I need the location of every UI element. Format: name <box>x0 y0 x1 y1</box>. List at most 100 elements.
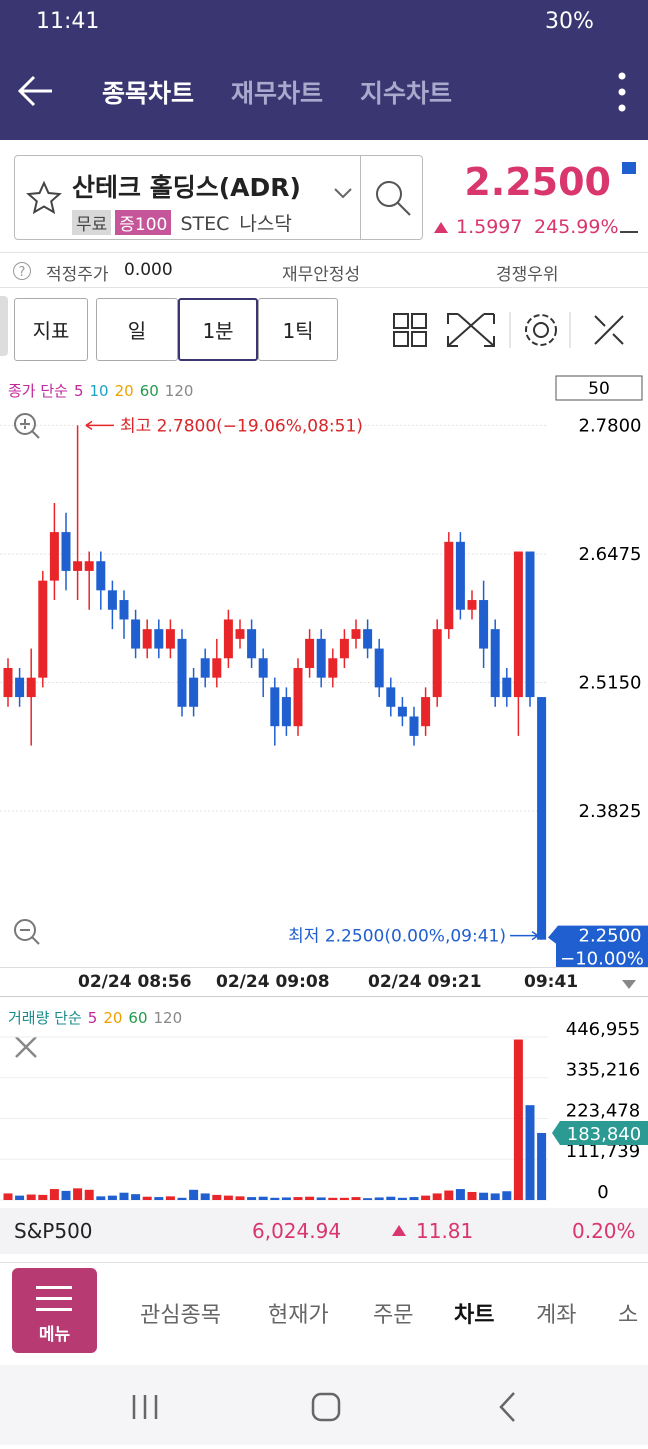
volume-bar <box>432 1193 442 1200</box>
info-item[interactable]: 재무안정성 <box>282 265 361 285</box>
candle-body <box>26 677 36 698</box>
indicator-button[interactable]: 지표 <box>14 298 88 361</box>
fair-price: 0.000 <box>124 260 173 280</box>
header: 종목차트 재무차트 지수차트 <box>0 44 648 140</box>
volume-bar <box>293 1197 303 1200</box>
x-axis: 02/24 08:56 02/24 09:08 02/24 09:21 09:4… <box>0 967 648 997</box>
legend-label: 종가 단순 <box>8 382 68 400</box>
volume-bar <box>490 1193 500 1200</box>
search-button[interactable] <box>373 178 413 218</box>
dropdown-icon <box>334 188 352 199</box>
tab[interactable]: 지수차트 <box>360 79 453 108</box>
candle-body <box>84 561 94 571</box>
volume-bar <box>177 1197 187 1200</box>
nav-item[interactable]: 주문 <box>373 1303 414 1328</box>
volume-bar <box>49 1189 59 1200</box>
candle-body <box>432 629 442 698</box>
volume-bar <box>455 1189 465 1200</box>
legend-period: 10 <box>90 382 109 400</box>
candle-body <box>525 551 535 698</box>
candle-body <box>339 638 349 659</box>
volume-bar <box>107 1195 117 1200</box>
volume-bar <box>467 1191 477 1200</box>
volume-bar <box>26 1194 36 1200</box>
candle-body <box>165 629 175 649</box>
nav-item[interactable]: 소 <box>618 1303 639 1328</box>
volume-bar <box>397 1197 407 1200</box>
fair-price-label: 적정주가 <box>46 265 109 285</box>
volume-bar <box>200 1193 210 1200</box>
candle-body <box>537 697 547 940</box>
volume-bar <box>154 1197 164 1200</box>
y-tick-label: 446,955 <box>566 1019 640 1040</box>
volume-bar <box>258 1196 268 1200</box>
back-button[interactable] <box>16 74 56 108</box>
close-volume[interactable] <box>15 1036 37 1058</box>
legend-period: 120 <box>154 1009 183 1027</box>
candle-body <box>73 561 83 571</box>
legend-period: 60 <box>140 382 159 400</box>
volume-bar <box>119 1192 129 1200</box>
nav-item[interactable]: 현재가 <box>268 1303 329 1328</box>
candle-body <box>247 629 257 659</box>
volume-bar <box>409 1197 419 1200</box>
market: 나스닥 <box>239 213 292 235</box>
tag: 증100 <box>115 210 172 235</box>
candle-body <box>467 600 477 610</box>
candle-body <box>363 629 373 649</box>
last-price-box <box>548 925 648 967</box>
low-arrow <box>510 931 539 941</box>
high-arrow <box>85 420 114 430</box>
index-change: 11.81 <box>416 1219 474 1243</box>
nav-item[interactable]: 차트 <box>454 1303 495 1328</box>
volume-bar <box>223 1195 233 1200</box>
nav-item[interactable]: 관심종목 <box>140 1303 221 1328</box>
candle-body <box>258 658 268 678</box>
bottom-nav: 메뉴 관심종목 현재가 주문 차트 계좌 소 <box>0 1262 648 1364</box>
candle-body <box>235 629 245 639</box>
period-button[interactable]: 1틱 <box>258 298 338 361</box>
volume-bar <box>305 1196 315 1200</box>
volume-bar <box>444 1190 454 1200</box>
candle-body <box>479 600 489 649</box>
stock-selector[interactable]: 산테크 홀딩스(ADR) 무료 증100 STEC 나스닥 <box>14 155 423 240</box>
volume-bar <box>339 1197 349 1200</box>
more-button[interactable] <box>612 70 632 114</box>
favorite-star[interactable] <box>25 180 63 216</box>
volume-bar <box>3 1193 13 1200</box>
price-legend: 종가 단순 5 10 20 60 120 <box>8 382 193 400</box>
candle-body <box>189 677 199 707</box>
candle-body <box>270 687 280 727</box>
svg-text:?: ? <box>19 265 26 280</box>
help-icon[interactable]: ? <box>12 261 32 281</box>
candle-body <box>513 551 523 698</box>
zoom-out[interactable] <box>14 919 40 945</box>
chart-toolbar: 지표 일 1분 1틱 <box>0 290 648 370</box>
volume-legend: 거래량 단순 5 20 60 120 <box>8 1009 182 1027</box>
period-button[interactable]: 일 <box>96 298 178 361</box>
zoom-in[interactable] <box>14 413 40 439</box>
up-arrow <box>434 222 448 233</box>
candle-body <box>328 658 338 678</box>
candle-count[interactable]: 50 <box>588 379 610 399</box>
toolbar-icons[interactable] <box>390 310 640 350</box>
tab[interactable]: 종목차트 <box>102 79 195 108</box>
volume-bar <box>38 1194 48 1200</box>
menu-button[interactable]: 메뉴 <box>12 1268 97 1353</box>
nav-item[interactable]: 계좌 <box>536 1303 577 1328</box>
candle-body <box>502 677 512 698</box>
volume-bar <box>513 1039 523 1200</box>
candle-body <box>61 532 71 571</box>
volume-bar <box>537 1132 547 1200</box>
volume-bar <box>281 1197 291 1200</box>
info-item[interactable]: 경쟁우위 <box>496 265 559 285</box>
legend-label: 거래량 단순 <box>8 1009 82 1027</box>
tab[interactable]: 재무차트 <box>231 79 324 108</box>
volume-bar <box>131 1194 141 1200</box>
period-button[interactable]: 1분 <box>178 298 258 361</box>
volume-bar <box>270 1197 280 1200</box>
volume-bar <box>165 1196 175 1200</box>
price-change: 1.5997 <box>456 216 523 238</box>
candle-body <box>223 619 233 659</box>
